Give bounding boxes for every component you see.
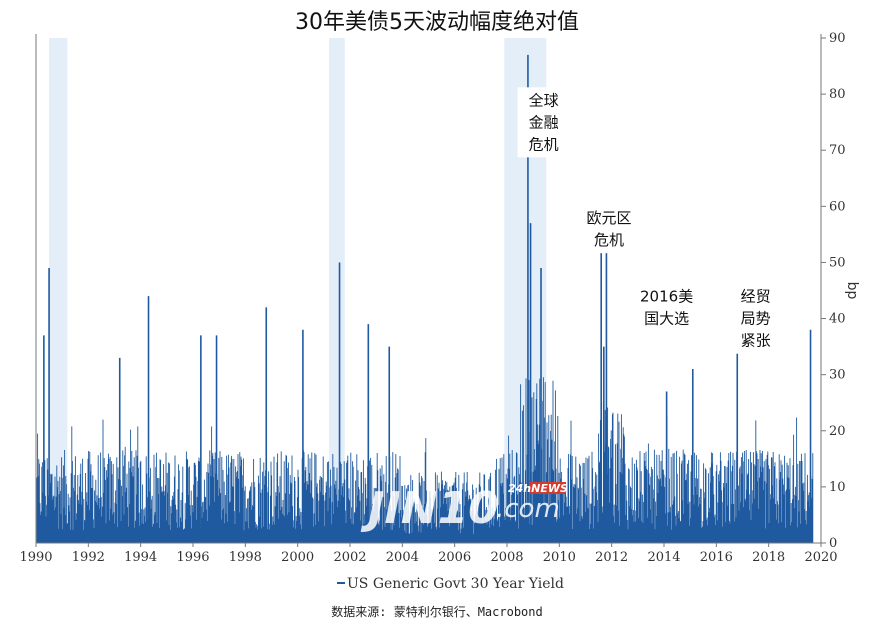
- annotation-bg: [729, 283, 782, 354]
- annotation-text: 金融: [529, 113, 559, 131]
- annotation-text: 紧张: [741, 332, 771, 350]
- x-tick-label: 2002: [333, 550, 366, 565]
- annotation-text: 危机: [529, 135, 559, 153]
- y-tick-label: 20: [829, 424, 846, 439]
- y-tick-label: 50: [829, 255, 846, 270]
- axes: 0 10 20 30 40 50 60 70 80 90 1990 1992 1994 1996 1998 2…: [19, 31, 845, 565]
- x-tick-label: 2016: [700, 550, 733, 565]
- series-bars: [36, 54, 814, 543]
- x-tick-label: 2020: [804, 550, 837, 565]
- x-tick-label: 2018: [752, 550, 785, 565]
- watermark-domain: .com: [496, 494, 560, 524]
- x-tick-label: 2006: [438, 550, 471, 565]
- series-bars-noise: [36, 377, 814, 543]
- y-tick-label: 40: [829, 312, 846, 327]
- annotation-text: 全球: [529, 91, 559, 109]
- x-tick-label: 2012: [595, 550, 628, 565]
- legend: US Generic Govt 30 Year Yield: [337, 576, 564, 592]
- y-tick-label: 70: [829, 143, 846, 158]
- x-tick-label: 2010: [543, 550, 576, 565]
- x-tick-label: 2000: [281, 550, 314, 565]
- annotation-text: 经贸: [741, 288, 771, 306]
- x-tick-label: 2008: [490, 550, 523, 565]
- recession-band: [329, 38, 345, 543]
- legend-label: US Generic Govt 30 Year Yield: [347, 576, 564, 592]
- annotation-text: 国大选: [644, 310, 689, 328]
- watermark-badge-bg: [530, 482, 566, 494]
- watermark-badge: 24hNEWS: [508, 482, 568, 495]
- x-tick-label: 1998: [229, 550, 262, 565]
- chart-title: 30年美债5天波动幅度绝对值: [295, 10, 579, 35]
- x-tick-label: 1990: [19, 550, 52, 565]
- x-tick-label: 2014: [647, 550, 680, 565]
- y-tick-label: 10: [829, 480, 846, 495]
- y-tick-label: 90: [829, 31, 846, 46]
- annotation-bg: [517, 87, 570, 158]
- x-tick-label: 2004: [386, 550, 419, 565]
- x-tick-label: 1996: [176, 550, 209, 565]
- x-tick-label: 1992: [72, 550, 105, 565]
- source-note: 数据来源: 蒙特利尔银行、Macrobond: [331, 604, 542, 619]
- annotation-bg: [640, 283, 693, 332]
- y-axis-label: bp: [844, 282, 860, 300]
- y-tick-label: 30: [829, 368, 846, 383]
- y-tick-label: 80: [829, 87, 846, 102]
- annotation-text: 2016美: [640, 288, 693, 306]
- y-tick-label: 60: [829, 199, 846, 214]
- annotation-text: 局势: [741, 310, 771, 328]
- recession-band: [49, 38, 68, 543]
- annotation-text: 危机: [594, 231, 624, 249]
- y-tick-label: 0: [829, 536, 837, 551]
- watermark-logo: JIN10: [360, 483, 499, 534]
- annotation-text: 欧元区: [587, 209, 632, 227]
- x-tick-label: 1994: [124, 550, 157, 565]
- annotation-bg: [583, 205, 636, 254]
